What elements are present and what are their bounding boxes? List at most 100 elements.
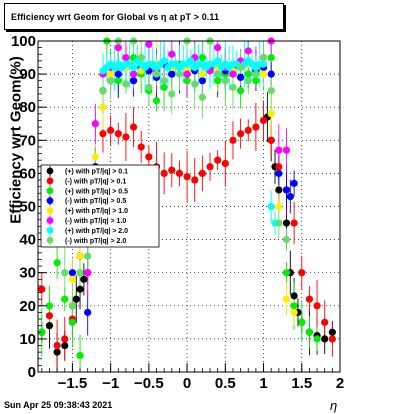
data-point: [290, 179, 298, 187]
x-tick-label: −0.5: [134, 375, 164, 392]
data-point: [267, 136, 275, 144]
data-point: [114, 130, 122, 138]
data-point: [175, 70, 184, 78]
data-point: [198, 70, 206, 78]
data-point: [68, 302, 77, 310]
y-tick-label: 70: [19, 132, 36, 149]
data-point: [275, 169, 283, 177]
data-point: [61, 295, 69, 303]
data-point: [160, 77, 168, 85]
data-point: [313, 302, 321, 310]
x-tick-label: 0.5: [215, 375, 236, 392]
x-tick-label: 1: [259, 375, 267, 392]
data-point: [145, 153, 153, 161]
data-point: [168, 166, 176, 174]
legend-marker: [46, 207, 54, 215]
data-point: [175, 169, 184, 177]
data-point: [328, 335, 336, 343]
data-point: [129, 123, 138, 131]
data-point: [107, 70, 115, 78]
data-point: [122, 80, 130, 88]
data-point: [267, 110, 275, 118]
data-point: [237, 63, 245, 72]
data-point: [321, 335, 329, 343]
y-tick-label: 80: [19, 99, 36, 116]
data-point: [168, 90, 176, 98]
data-point: [114, 77, 122, 85]
data-point: [267, 53, 275, 62]
data-point: [122, 133, 130, 141]
y-axis-label: Efficiency wrt Geom(%): [7, 56, 25, 224]
x-tick-label: 2: [336, 375, 344, 392]
data-point: [99, 103, 107, 111]
data-point: [259, 60, 268, 68]
legend-marker: [46, 187, 54, 195]
legend-marker: [46, 177, 54, 185]
data-point: [252, 70, 260, 78]
data-point: [321, 318, 329, 326]
data-point: [214, 70, 222, 78]
legend-label: (+) with pT/|q| > 0.5: [65, 188, 128, 195]
data-point: [160, 83, 168, 91]
data-point: [187, 57, 195, 65]
data-point: [91, 120, 99, 128]
data-point: [229, 70, 237, 78]
data-point: [214, 156, 222, 164]
data-point: [99, 87, 107, 95]
data-point: [76, 285, 84, 293]
x-tick-label: 1.5: [291, 375, 312, 392]
data-point: [191, 176, 199, 184]
legend-marker: [46, 167, 54, 175]
data-point: [198, 77, 206, 85]
data-point: [282, 219, 291, 227]
data-point: [68, 318, 77, 326]
legend-label: (+) with pT/|q| > 0.1: [65, 169, 128, 176]
data-point: [84, 308, 92, 317]
data-point: [114, 70, 122, 78]
data-point: [183, 77, 191, 85]
data-point: [206, 163, 214, 171]
data-point: [76, 269, 84, 277]
data-point: [237, 87, 245, 95]
y-tick-label: 0: [28, 364, 36, 381]
data-point: [53, 348, 61, 356]
data-point: [244, 47, 252, 55]
data-point: [290, 292, 298, 300]
data-point: [313, 335, 321, 343]
y-tick-label: 90: [19, 66, 36, 83]
timestamp: Sun Apr 25 09:38:43 2021: [4, 400, 113, 410]
data-point: [107, 126, 115, 134]
data-point: [160, 57, 168, 65]
x-tick-label: −1: [102, 375, 119, 392]
data-point: [282, 295, 291, 303]
y-tick-label: 100: [11, 33, 36, 50]
data-point: [244, 126, 252, 134]
data-point: [252, 123, 260, 131]
data-point: [267, 202, 275, 211]
data-point: [290, 302, 298, 310]
markers-layer: [38, 37, 336, 360]
data-point: [76, 351, 84, 360]
data-point: [259, 116, 268, 125]
y-tick-label: 60: [19, 165, 36, 182]
data-point: [61, 335, 69, 343]
data-point: [305, 295, 314, 303]
legend-label: (-) with pT/|q| > 0.1: [65, 178, 126, 185]
data-point: [76, 252, 84, 260]
data-point: [107, 77, 115, 85]
legend-label: (+) with pT/|q| > 2.0: [65, 228, 128, 235]
legend-label: (-) with pT/|q| > 1.0: [65, 218, 126, 225]
y-tick-label: 50: [19, 199, 36, 216]
data-point: [275, 186, 283, 194]
x-tick-label: −1.5: [58, 375, 88, 392]
data-point: [275, 219, 283, 227]
data-point: [45, 322, 54, 330]
data-point: [198, 169, 206, 177]
data-point: [61, 341, 69, 350]
data-point: [290, 219, 298, 227]
data-point: [305, 328, 314, 336]
data-point: [152, 96, 161, 105]
data-point: [53, 259, 61, 267]
data-point: [160, 169, 168, 177]
data-point: [53, 341, 61, 350]
